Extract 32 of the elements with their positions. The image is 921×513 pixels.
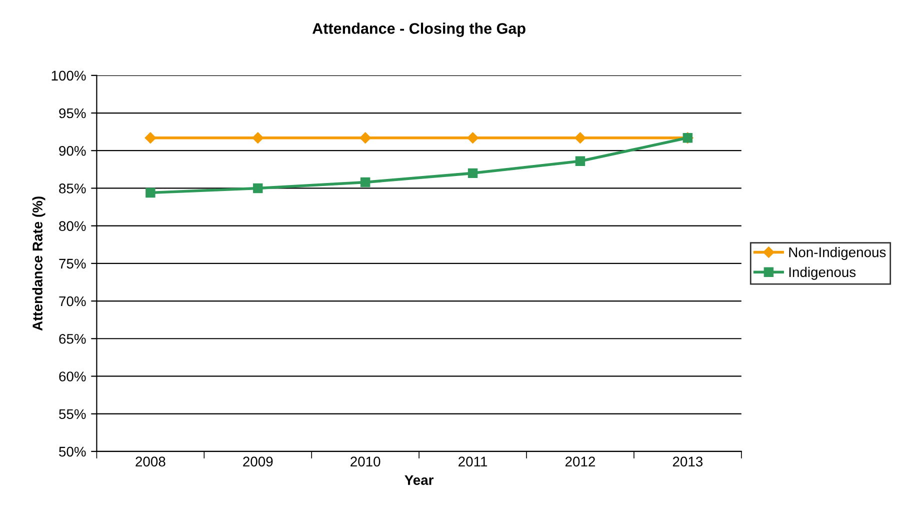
y-tick-label: 70% bbox=[59, 296, 86, 306]
point bbox=[253, 183, 263, 194]
point bbox=[468, 168, 478, 178]
y-tick-label: 50% bbox=[59, 446, 86, 457]
x-tick-label: 2011 bbox=[458, 456, 488, 467]
point bbox=[252, 132, 264, 144]
point bbox=[467, 132, 478, 144]
y-tick-label: 55% bbox=[59, 409, 86, 420]
y-axis-title: Attendance Rate (%) bbox=[32, 196, 46, 331]
y-tick-label: 85% bbox=[59, 184, 86, 194]
x-tick-label: 2012 bbox=[565, 456, 595, 467]
point bbox=[360, 132, 371, 144]
legend-label: Indigenous bbox=[789, 266, 856, 280]
y-tick-label: 90% bbox=[59, 146, 86, 156]
point bbox=[574, 132, 586, 144]
point bbox=[146, 188, 156, 198]
x-tick-label: 2009 bbox=[243, 456, 273, 467]
point bbox=[144, 132, 156, 144]
x-tick-label: 2010 bbox=[350, 456, 380, 467]
y-tick-label: 65% bbox=[59, 334, 86, 344]
y-tick-label: 100% bbox=[52, 70, 86, 81]
y-tick-label: 75% bbox=[59, 258, 86, 269]
x-axis-title: Year bbox=[404, 475, 434, 486]
y-tick-label: 80% bbox=[59, 221, 86, 231]
chart-title: Attendance - Closing the Gap bbox=[312, 22, 526, 37]
point bbox=[360, 177, 370, 188]
x-tick-label: 2013 bbox=[672, 456, 703, 467]
legend-label: Non-Indigenous bbox=[789, 247, 886, 260]
y-tick-label: 60% bbox=[59, 372, 86, 382]
point bbox=[575, 156, 586, 166]
x-tick-label: 2008 bbox=[136, 456, 166, 467]
y-tick-label: 95% bbox=[59, 108, 86, 118]
